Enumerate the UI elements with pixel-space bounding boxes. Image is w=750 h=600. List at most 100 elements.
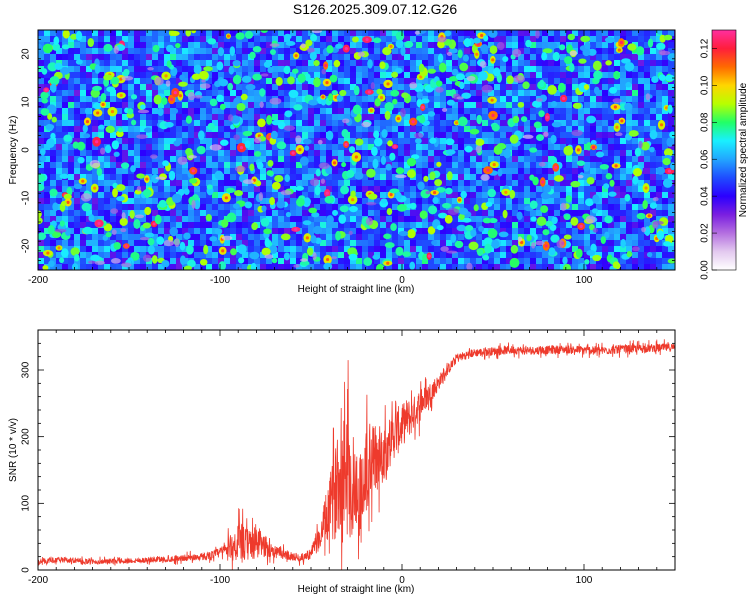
- heatmap-cell: [506, 180, 512, 186]
- heatmap-cell: [440, 258, 446, 264]
- heatmap-cell: [224, 36, 230, 42]
- heatmap-cell: [368, 246, 374, 252]
- heatmap-cell: [566, 252, 572, 258]
- heatmap-cell: [560, 246, 566, 252]
- heatmap-speckle: [662, 178, 673, 188]
- heatmap-cell: [332, 258, 338, 264]
- heatmap-cell: [500, 72, 506, 78]
- heatmap-cell: [464, 156, 470, 162]
- heatmap-cell: [182, 78, 188, 84]
- heatmap-cell: [116, 138, 122, 144]
- heatmap-cell: [140, 30, 146, 36]
- heatmap-cell: [560, 192, 566, 198]
- heatmap-cell: [332, 156, 338, 162]
- heatmap-cell: [230, 168, 236, 174]
- heatmap-cell: [104, 252, 110, 258]
- heatmap-cell: [92, 144, 98, 150]
- heatmap-cell: [524, 180, 530, 186]
- heatmap-cell: [512, 108, 518, 114]
- heatmap-cell: [278, 192, 284, 198]
- heatmap-cell: [170, 264, 176, 270]
- heatmap-cell: [614, 36, 620, 42]
- heatmap-speckle: [166, 60, 172, 68]
- heatmap-cell: [248, 156, 254, 162]
- heatmap-speckle: [407, 229, 416, 239]
- heatmap-cell: [122, 120, 128, 126]
- heatmap-cell: [68, 84, 74, 90]
- heatmap-cell: [158, 168, 164, 174]
- heatmap-cell: [116, 108, 122, 114]
- heatmap-cell: [260, 114, 266, 120]
- heatmap-speckle: [315, 168, 321, 177]
- heatmap-cell: [572, 168, 578, 174]
- heatmap-cell: [194, 132, 200, 138]
- heatmap-cell: [476, 264, 482, 270]
- heatmap-cell: [422, 138, 428, 144]
- heatmap-cell: [266, 84, 272, 90]
- heatmap-cell: [242, 36, 248, 42]
- heatmap-cell: [650, 264, 656, 270]
- heatmap-cell: [512, 102, 518, 108]
- heatmap-cell: [56, 252, 62, 258]
- heatmap-cell: [572, 150, 578, 156]
- heatmap-cell: [374, 54, 380, 60]
- heatmap-cell: [464, 204, 470, 210]
- heatmap-cell: [230, 234, 236, 240]
- heatmap-speckle-core: [239, 146, 244, 150]
- heatmap-cell: [272, 240, 278, 246]
- heatmap-cell: [434, 252, 440, 258]
- heatmap-cell: [518, 126, 524, 132]
- heatmap-cell: [608, 132, 614, 138]
- heatmap-cell: [188, 186, 194, 192]
- heatmap-speckle-core: [389, 193, 393, 197]
- heatmap-cell: [314, 216, 320, 222]
- heatmap-cell: [134, 132, 140, 138]
- heatmap-speckle: [570, 180, 581, 188]
- heatmap-cell: [236, 126, 242, 132]
- heatmap-cell: [440, 48, 446, 54]
- heatmap-cell: [140, 210, 146, 216]
- heatmap-cell: [392, 174, 398, 180]
- heatmap-cell: [116, 120, 122, 126]
- heatmap-cell: [182, 36, 188, 42]
- heatmap-cell: [296, 168, 302, 174]
- heatmap-speckle: [260, 30, 268, 33]
- heatmap-cell: [50, 156, 56, 162]
- heatmap-cell: [200, 240, 206, 246]
- heatmap-cell: [146, 36, 152, 42]
- heatmap-cell: [122, 234, 128, 240]
- heatmap-cell: [554, 252, 560, 258]
- heatmap-cell: [38, 258, 44, 264]
- heatmap-cell: [482, 78, 488, 84]
- heatmap-cell: [80, 186, 86, 192]
- heatmap-cell: [404, 150, 410, 156]
- heatmap-cell: [92, 168, 98, 174]
- heatmap-cell: [92, 198, 98, 204]
- heatmap-cell: [536, 108, 542, 114]
- heatmap-cell: [80, 108, 86, 114]
- heatmap-cell: [416, 126, 422, 132]
- heatmap-cell: [476, 90, 482, 96]
- heatmap-cell: [260, 198, 266, 204]
- heatmap-cell: [428, 48, 434, 54]
- heatmap-cell: [254, 60, 260, 66]
- heatmap-cell: [434, 84, 440, 90]
- heatmap-cell: [68, 132, 74, 138]
- heatmap-speckle: [599, 163, 609, 170]
- heatmap-cell: [656, 180, 662, 186]
- heatmap-cell: [194, 246, 200, 252]
- heatmap-cell: [56, 216, 62, 222]
- heatmap-speckle: [62, 30, 70, 39]
- heatmap-cell: [200, 246, 206, 252]
- heatmap-cell: [218, 204, 224, 210]
- heatmap-cell: [506, 192, 512, 198]
- heatmap-cell: [518, 258, 524, 264]
- heatmap-cell: [506, 102, 512, 108]
- heatmap-speckle: [385, 163, 392, 171]
- heatmap-cell: [662, 114, 668, 120]
- heatmap-cell: [500, 78, 506, 84]
- heatmap-cell: [476, 168, 482, 174]
- heatmap-speckle: [72, 141, 79, 149]
- heatmap-cell: [146, 90, 152, 96]
- heatmap-cell: [464, 132, 470, 138]
